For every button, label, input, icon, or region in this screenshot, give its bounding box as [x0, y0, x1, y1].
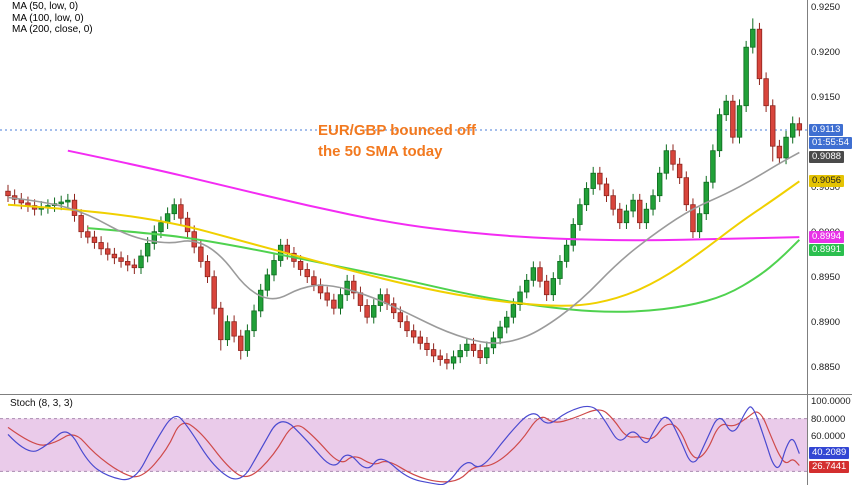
stoch-indicator-label: Stoch (8, 3, 3) [10, 398, 73, 409]
stoch-tick: 100.0000 [811, 396, 851, 407]
annotation-line-1: EUR/GBP bounced off [318, 122, 477, 139]
stoch-d-value-badge: 26.7441 [809, 460, 850, 473]
candles-layer [5, 18, 803, 370]
stoch-axis[interactable]: 100.0000 80.0000 60.0000 40.2089 26.7441 [807, 395, 852, 485]
ma-legend: MA (50, low, 0) MA (100, low, 0) MA (200… [12, 1, 93, 36]
price-tick: 0.8850 [811, 361, 841, 373]
stoch-band [0, 418, 807, 472]
annotation-line-2: the 50 SMA today [318, 143, 443, 160]
price-axis[interactable]: 0.92500.92000.91500.91000.90500.90000.89… [807, 0, 852, 394]
main-chart-canvas[interactable] [0, 0, 807, 394]
legend-ma-100: MA (100, low, 0) [12, 12, 84, 24]
price-tick: 0.9200 [811, 46, 841, 58]
price-tick: 0.8950 [811, 271, 841, 283]
stoch-k-line [7, 405, 800, 485]
stoch-k-value-badge: 40.2089 [809, 447, 850, 460]
price-tick: 0.9150 [811, 91, 841, 103]
panel-separator [0, 394, 852, 395]
ma-gray-value-badge: 0.9088 [809, 150, 845, 163]
price-tick: 0.9250 [811, 1, 841, 13]
ma-gray-line [7, 151, 800, 344]
ma-green-value-badge: 0.8991 [809, 244, 845, 257]
stochastic-panel-canvas[interactable] [0, 395, 807, 485]
chart-annotation: EUR/GBP bounced off the 50 SMA today [318, 120, 476, 162]
price-tick: 0.8900 [811, 316, 841, 328]
stoch-tick: 60.0000 [811, 431, 846, 443]
countdown-badge: 01:55:54 [809, 137, 852, 149]
current-price-badge: 0.9113 [809, 123, 844, 136]
price-tick: 0.9050 [811, 181, 841, 193]
ma-magenta-line [67, 149, 800, 242]
ma-magenta-value-badge: 0.8994 [809, 230, 845, 243]
ma-yellow-line [7, 180, 800, 307]
legend-ma-200: MA (200, close, 0) [12, 24, 93, 35]
stoch-d-line [7, 409, 800, 483]
stoch-tick: 80.0000 [811, 413, 846, 425]
ma-yellow-value-badge: 0.9056 [809, 174, 845, 187]
legend-ma-50: MA (50, low, 0) [12, 1, 79, 12]
